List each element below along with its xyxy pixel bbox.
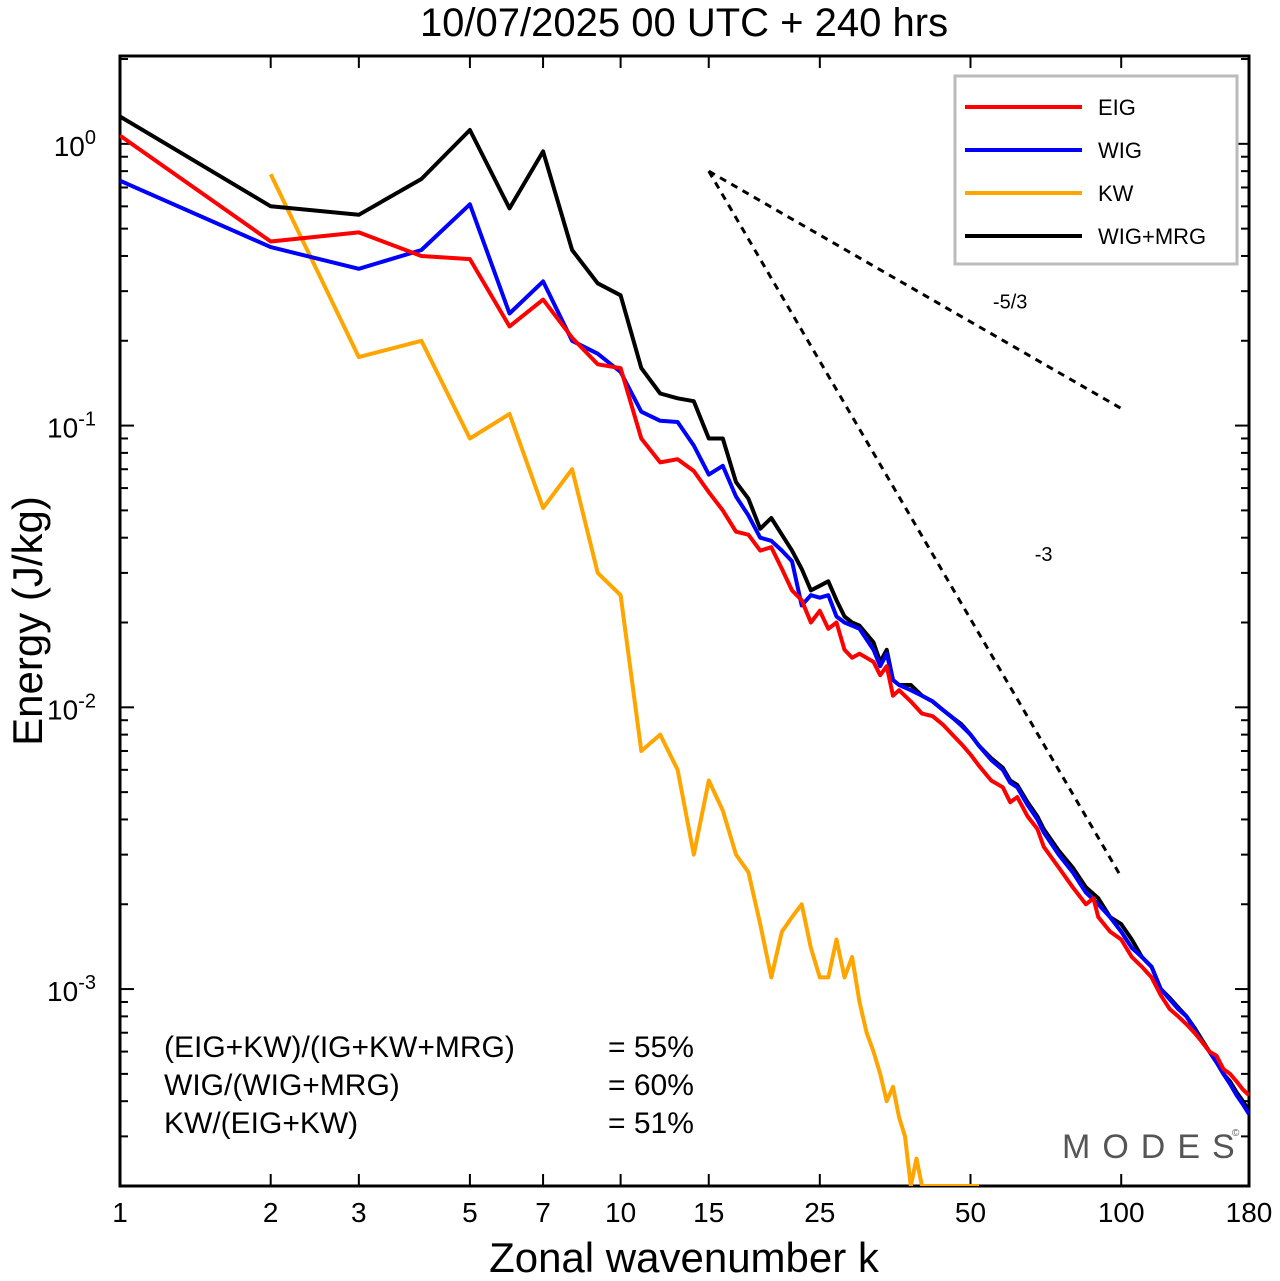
- ratio-label: WIG/(WIG+MRG): [164, 1069, 400, 1102]
- slope-line: [708, 169, 1122, 410]
- y-axis-label: Energy (J/kg): [4, 496, 51, 746]
- x-tick-label: 2: [263, 1197, 279, 1228]
- slope-label: -5/3: [993, 292, 1027, 314]
- legend-label: WIG+MRG: [1098, 224, 1206, 249]
- x-tick-label: 100: [1098, 1197, 1145, 1228]
- y-tick-label: 100: [54, 127, 96, 162]
- plot-area: [118, 54, 1251, 1188]
- x-tick-label: 15: [693, 1197, 724, 1228]
- legend-label: KW: [1098, 181, 1134, 206]
- ratio-value: = 51%: [608, 1107, 694, 1140]
- slope-label: -3: [1035, 544, 1053, 566]
- series-line-kw: [268, 173, 979, 1186]
- ratio-label: KW/(EIG+KW): [164, 1107, 358, 1140]
- series-lines: [120, 114, 1249, 1186]
- x-axis: 1 2 3 5 7 10 15 25 50 100 180: [112, 56, 1272, 1228]
- slope-line: [707, 170, 1123, 878]
- y-tick-label: 10-1: [47, 409, 96, 444]
- ratio-label: (EIG+KW)/(IG+KW+MRG): [164, 1031, 515, 1064]
- y-tick-label: 10-3: [47, 972, 96, 1007]
- ratio-value: = 55%: [608, 1031, 694, 1064]
- x-tick-label: 50: [955, 1197, 986, 1228]
- legend-label: WIG: [1098, 138, 1142, 163]
- chart-title: 10/07/2025 00 UTC + 240 hrs: [420, 1, 948, 45]
- plot-frame: [118, 54, 1251, 1188]
- reference-slopes: -5/3 -3: [707, 169, 1123, 878]
- legend-label: EIG: [1098, 95, 1136, 120]
- x-tick-label: 5: [462, 1197, 478, 1228]
- y-axis: 100 10-1 10-2 10-3: [47, 58, 1249, 1187]
- x-tick-label: 25: [804, 1197, 835, 1228]
- watermark-copyright-mark: ©: [1232, 1128, 1240, 1139]
- series-line-eig: [120, 133, 1249, 1097]
- ratio-value: = 60%: [608, 1069, 694, 1102]
- series-line-wig-mrg: [120, 114, 1249, 1112]
- x-tick-label: 10: [605, 1197, 636, 1228]
- x-tick-label: 3: [351, 1197, 367, 1228]
- x-tick-label: 7: [535, 1197, 551, 1228]
- ratio-annotations: (EIG+KW)/(IG+KW+MRG) = 55% WIG/(WIG+MRG) = …: [164, 1031, 694, 1140]
- legend: EIG WIG KW WIG+MRG: [953, 74, 1239, 266]
- x-axis-label: Zonal wavenumber k: [489, 1234, 880, 1281]
- x-tick-label: 1: [112, 1197, 128, 1228]
- series-line-wig: [120, 178, 1249, 1116]
- watermark-text: MODES: [1062, 1128, 1247, 1166]
- y-tick-label: 10-2: [47, 690, 96, 725]
- x-tick-label: 180: [1226, 1197, 1273, 1228]
